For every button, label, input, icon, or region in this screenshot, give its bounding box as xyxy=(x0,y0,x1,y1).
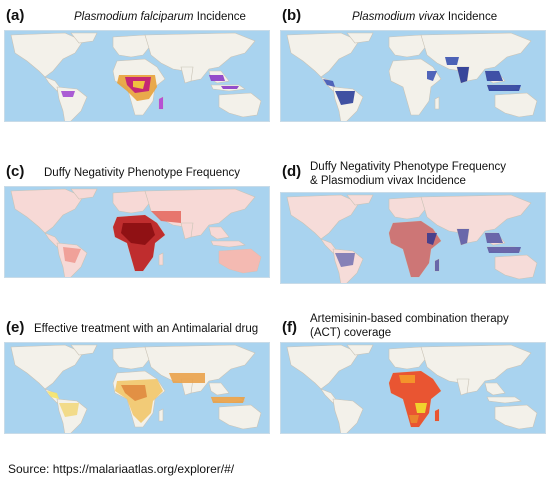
landmass-asia xyxy=(420,32,532,82)
choropleth-region-indonesia xyxy=(221,86,239,89)
choropleth-region-africa xyxy=(133,81,145,89)
choropleth-region-asia xyxy=(445,57,459,65)
choropleth-region-southAmerica xyxy=(335,91,355,105)
panel-d: (d) Duffy Negativity Phenotype Frequency… xyxy=(280,160,546,284)
choropleth-region-southAmerica xyxy=(61,91,75,97)
landmass-seAsia xyxy=(484,382,506,396)
landmass-australia xyxy=(218,92,262,118)
landmass-india xyxy=(180,222,194,240)
landmass-australia xyxy=(218,404,262,430)
panel-letter: (b) xyxy=(282,7,302,24)
choropleth-region-southAmerica xyxy=(335,253,355,267)
landmass-asia xyxy=(420,344,532,394)
landmass-greenland xyxy=(346,32,374,44)
panel-title-line2: (ACT) coverage xyxy=(310,327,392,339)
choropleth-region-southAmerica xyxy=(59,403,79,417)
choropleth-region-asia xyxy=(151,211,181,223)
panel-title-line1: Artemisinin-based combination therapy xyxy=(310,313,509,325)
panel-letter: (c) xyxy=(6,163,25,180)
choropleth-region-southAmerica xyxy=(63,247,81,263)
landmass-indonesia xyxy=(210,240,246,248)
choropleth-region-africa xyxy=(399,375,415,383)
choropleth-region-seAsia xyxy=(485,71,503,81)
landmass-southAmerica xyxy=(332,398,364,433)
choropleth-region-centralAmerica xyxy=(47,391,59,399)
landmass-australia xyxy=(494,404,538,430)
choropleth-region-indonesia xyxy=(211,397,245,403)
choropleth-region-australia xyxy=(219,249,261,273)
panel-title: Plasmodium falciparum Incidence xyxy=(74,11,246,23)
landmass-greenland xyxy=(346,344,374,356)
source-citation: Source: https://malariaatlas.org/explore… xyxy=(8,462,235,476)
panel-title: Duffy Negativity Phenotype Frequency xyxy=(44,167,241,179)
landmass-australia xyxy=(494,254,538,280)
panel-title-line2: & Plasmodium vivax Incidence xyxy=(310,175,466,187)
choropleth-region-africa xyxy=(415,403,427,413)
choropleth-region-africa xyxy=(409,415,419,423)
act-coverage-map xyxy=(280,342,546,434)
landmass-greenland xyxy=(346,194,374,206)
panel-letter: (a) xyxy=(6,7,25,24)
choropleth-region-india xyxy=(457,229,469,245)
duffy-vivax-map xyxy=(280,192,546,284)
choropleth-region-africa xyxy=(121,223,155,245)
landmass-greenland xyxy=(70,32,98,44)
landmass-greenland xyxy=(70,344,98,356)
choropleth-region-africa xyxy=(427,233,437,245)
panel-letter: (e) xyxy=(6,319,25,336)
choropleth-region-indonesia xyxy=(487,247,521,253)
choropleth-region-india xyxy=(457,67,469,83)
choropleth-region-madagascar xyxy=(435,259,439,271)
choropleth-region-indonesia xyxy=(487,85,521,91)
falciparum-incidence-map xyxy=(4,30,270,122)
antimalarial-treatment-map xyxy=(4,342,270,434)
landmass-madagascar xyxy=(158,252,164,266)
landmass-greenland xyxy=(70,188,98,200)
landmass-india xyxy=(456,378,470,396)
panel-letter: (f) xyxy=(282,319,297,336)
choropleth-region-asia xyxy=(169,373,205,383)
choropleth-region-africa xyxy=(427,71,437,81)
choropleth-region-centralAmerica xyxy=(323,79,335,87)
choropleth-region-seAsia xyxy=(209,75,225,81)
panel-b: (b) Plasmodium vivax Incidence xyxy=(280,4,546,122)
choropleth-region-madagascar xyxy=(159,97,163,109)
landmass-seAsia xyxy=(208,226,230,240)
panel-a: (a) Plasmodium falciparum Incidence xyxy=(4,4,270,122)
landmass-indonesia xyxy=(486,396,522,404)
panel-e: (e) Effective treatment with an Antimala… xyxy=(4,316,270,434)
panel-f: (f) Artemisinin-based combination therap… xyxy=(280,313,546,434)
landmass-asia xyxy=(144,32,256,82)
vivax-incidence-map xyxy=(280,30,546,122)
landmass-madagascar xyxy=(158,408,164,422)
choropleth-region-africa xyxy=(389,371,441,427)
landmass-india xyxy=(180,66,194,84)
landmass-madagascar xyxy=(434,96,440,110)
landmass-asia xyxy=(420,194,532,244)
landmass-seAsia xyxy=(208,382,230,396)
duffy-negativity-map xyxy=(4,186,270,278)
panel-letter: (d) xyxy=(282,163,302,180)
panel-title: Effective treatment with an Antimalarial… xyxy=(34,323,259,335)
panel-title-line1: Duffy Negativity Phenotype Frequency xyxy=(310,161,507,173)
panel-title: Plasmodium vivax Incidence xyxy=(352,11,498,23)
landmass-asia xyxy=(144,344,256,394)
panel-c: (c) Duffy Negativity Phenotype Frequency xyxy=(4,160,270,278)
choropleth-region-madagascar xyxy=(435,409,439,421)
landmass-australia xyxy=(494,92,538,118)
choropleth-region-seAsia xyxy=(485,233,503,243)
choropleth-region-africa xyxy=(121,385,147,401)
